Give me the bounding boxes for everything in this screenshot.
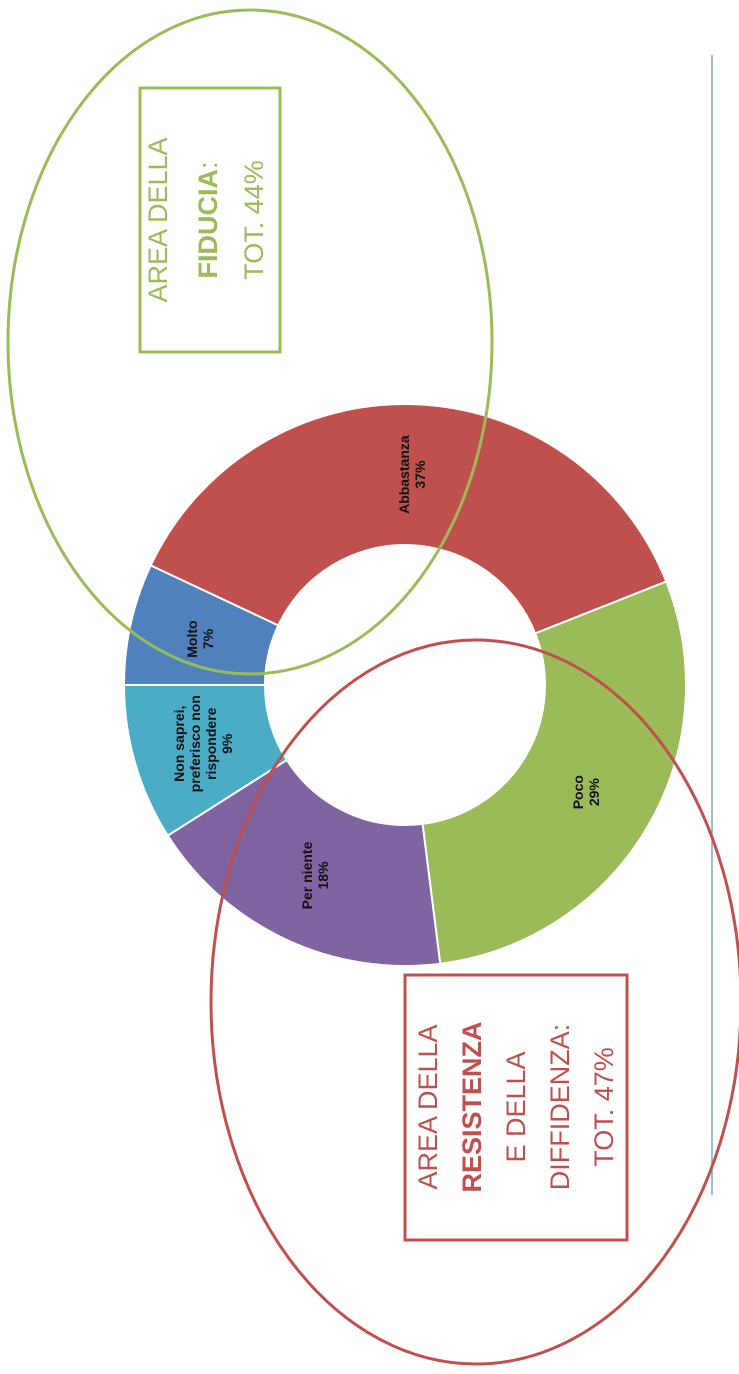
annotation-suffix: : <box>193 161 223 169</box>
slice-label: Non saprei, preferisco non rispondere 9% <box>167 685 239 803</box>
slide: Molto 7% Abbastanza 37% Poco 29% Per niente 18%… <box>122 403 687 967</box>
value-label: 9% <box>218 733 235 754</box>
annotation-emphasis: RESISTENZA <box>457 1021 487 1192</box>
donut-slice <box>149 403 668 635</box>
distrust-box <box>403 973 629 1242</box>
value-label: 37% <box>411 460 428 489</box>
slice-label: Per niente 18% <box>279 816 351 934</box>
slice-label-box: Non saprei, preferisco non rispondere 9% <box>167 685 239 803</box>
annotation-line: TOT. 44% <box>239 160 269 280</box>
annotation-line: FIDUCIA: <box>193 161 223 278</box>
donut-slice <box>122 684 289 837</box>
trust-ellipse <box>6 8 494 676</box>
donut-slice <box>421 580 687 965</box>
trust-box <box>138 86 282 354</box>
annotation-line: AREA DELLA <box>413 1024 443 1189</box>
value-label: 7% <box>199 628 216 650</box>
distrust-ellipse <box>209 638 739 1366</box>
category-label: Per niente <box>299 841 316 910</box>
slice-label-box: Abbastanza 37% <box>376 416 448 534</box>
category-label: Molto <box>183 620 200 658</box>
donut-slice <box>166 758 442 967</box>
annotation-line: TOT. 47% <box>589 1047 619 1167</box>
overlay: AREA DELLA FIDUCIA: TOT. 44% AREA DELLA … <box>6 8 739 1366</box>
category-label: Poco <box>570 775 587 810</box>
value-label: 29% <box>586 778 603 807</box>
category-label: Abbastanza <box>395 435 412 514</box>
slice-label: Abbastanza 37% <box>376 416 448 534</box>
value-label: 18% <box>315 861 332 890</box>
annotation-line: AREA DELLA <box>143 137 173 302</box>
slice-label-box: Poco 29% <box>550 733 622 851</box>
annotation-line: E DELLA <box>501 1051 531 1162</box>
annotation-emphasis: FIDUCIA <box>193 169 223 279</box>
annotation-line: DIFFIDENZA: <box>545 1024 575 1191</box>
category-label: Non saprei, preferisco non rispondere <box>170 695 219 793</box>
slice-label-box: Per niente 18% <box>279 816 351 934</box>
slice-label: Poco 29% <box>550 733 622 851</box>
